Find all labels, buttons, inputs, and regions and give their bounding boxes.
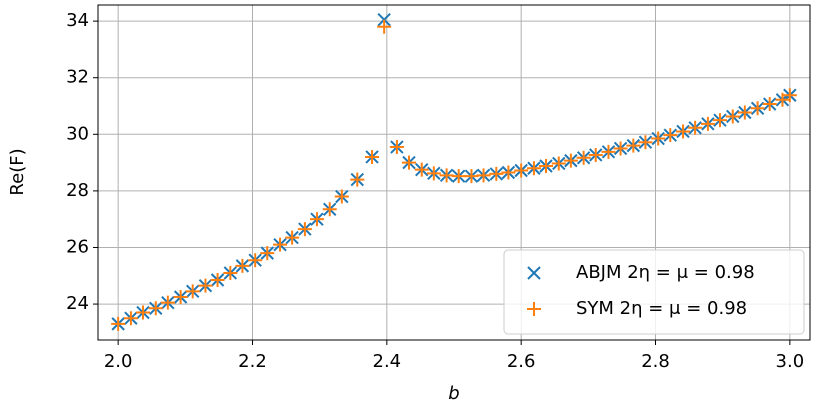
point xyxy=(350,172,365,187)
point xyxy=(762,97,777,112)
plot-frame xyxy=(97,4,811,341)
point xyxy=(389,140,404,155)
point xyxy=(248,253,263,268)
point xyxy=(514,163,529,178)
point xyxy=(712,113,727,128)
point xyxy=(551,156,566,171)
point xyxy=(489,166,504,181)
point xyxy=(750,101,765,116)
point xyxy=(273,237,288,252)
legend-box xyxy=(503,249,805,335)
y-tick-label: 30 xyxy=(66,123,89,144)
point xyxy=(439,168,454,183)
point xyxy=(285,230,300,245)
legend-label: ABJM 2η = μ = 0.98 xyxy=(576,262,755,283)
y-tick-label: 34 xyxy=(66,10,89,31)
point xyxy=(198,278,213,293)
point xyxy=(160,295,175,310)
point xyxy=(464,169,479,184)
point xyxy=(676,124,691,139)
legend-label: SYM 2η = μ = 0.98 xyxy=(576,298,747,319)
point xyxy=(235,258,250,273)
legend-marker xyxy=(527,266,541,280)
y-tick-label: 24 xyxy=(66,293,89,314)
point xyxy=(377,13,391,27)
point xyxy=(638,135,653,150)
point xyxy=(401,155,416,170)
point xyxy=(365,149,380,164)
point xyxy=(737,105,752,120)
point xyxy=(782,88,797,103)
point xyxy=(123,311,138,326)
point xyxy=(136,305,151,320)
x-tick-label: 2.2 xyxy=(238,351,267,372)
point xyxy=(451,169,466,184)
point xyxy=(626,138,641,153)
point xyxy=(260,246,275,261)
point xyxy=(563,153,578,168)
point xyxy=(426,166,441,181)
legend-marker xyxy=(527,302,541,316)
x-tick-label: 2.8 xyxy=(641,351,670,372)
point xyxy=(322,202,337,217)
point xyxy=(223,265,238,280)
point xyxy=(309,212,324,227)
point xyxy=(297,222,312,237)
point xyxy=(725,109,740,124)
y-tick-label: 32 xyxy=(66,67,89,88)
x-tick-label: 2.0 xyxy=(104,351,133,372)
point xyxy=(111,316,126,331)
y-axis-label: Re(F) xyxy=(7,148,28,195)
y-tick-label: 26 xyxy=(66,236,89,257)
point xyxy=(539,158,554,173)
point xyxy=(148,301,163,316)
point xyxy=(501,165,516,180)
x-tick-label: 2.4 xyxy=(373,351,402,372)
point xyxy=(185,284,200,299)
point xyxy=(173,289,188,304)
x-tick-label: 2.6 xyxy=(507,351,536,372)
point xyxy=(377,19,392,34)
point xyxy=(414,162,429,177)
point xyxy=(775,92,790,107)
x-axis-label: b xyxy=(448,383,459,404)
x-tick-label: 3.0 xyxy=(776,351,805,372)
point xyxy=(476,168,491,183)
point xyxy=(210,273,225,288)
y-tick-label: 28 xyxy=(66,180,89,201)
point xyxy=(613,141,628,156)
point xyxy=(700,116,715,131)
point xyxy=(576,150,591,165)
point xyxy=(651,131,666,146)
point xyxy=(663,128,678,143)
point xyxy=(334,189,349,204)
point xyxy=(526,161,541,176)
point xyxy=(688,120,703,135)
point xyxy=(588,147,603,162)
point xyxy=(601,144,616,159)
